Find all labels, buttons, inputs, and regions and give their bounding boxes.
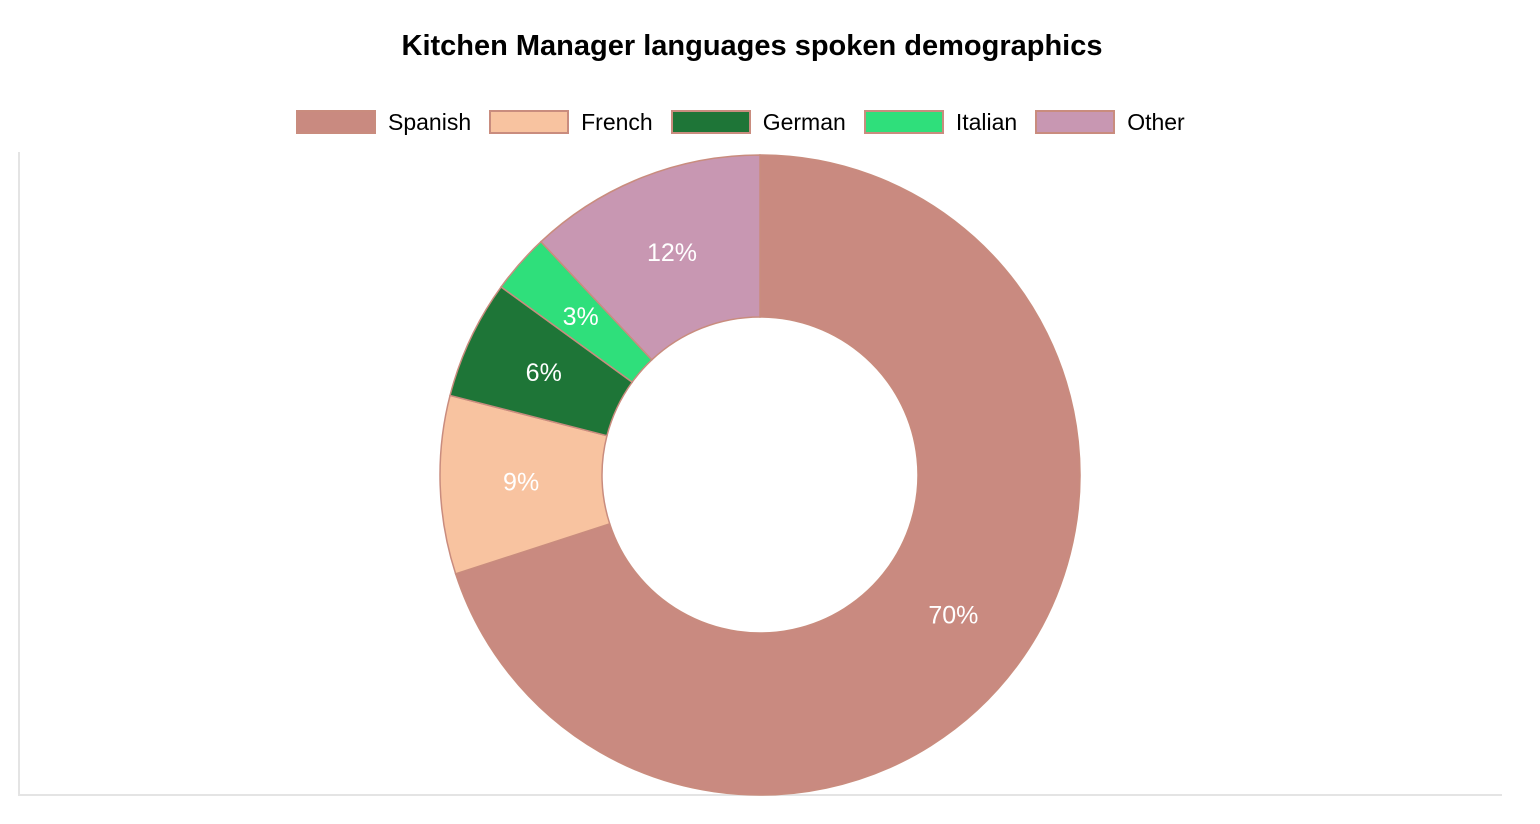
donut-slice-other[interactable] [539,154,761,361]
legend-item-german[interactable]: German [670,108,846,136]
legend-swatch-spanish [296,110,376,134]
donut-slice-spanish[interactable] [454,154,1081,796]
slice-label-french: 9% [503,469,539,497]
legend-item-other[interactable]: Other [1035,109,1185,136]
legend-swatch-italian [863,110,944,134]
slice-label-german: 6% [526,359,562,387]
legend-swatch-german [670,110,751,134]
slice-label-italian: 3% [563,303,599,331]
slice-label-spanish: 70% [928,601,978,629]
legend-item-italian[interactable]: Italian [863,108,1018,136]
legend-label-italian: Italian [955,108,1018,135]
legend-item-french[interactable]: French [489,109,653,136]
donut-labels: 70% 9% 6%3% 12% [503,239,978,630]
legend-label-spanish: Spanish [388,108,472,135]
chart-legend: Spanish French German Italian Other [296,108,1203,136]
legend-swatch-other [1035,110,1116,134]
slice-label-other: 12% [647,239,697,267]
legend-label-german: German [762,108,846,135]
donut-slices [439,154,1081,796]
legend-item-spanish[interactable]: Spanish [296,109,471,136]
legend-label-other: Other [1127,108,1185,135]
chart-title: Kitchen Manager languages spoken demogra… [401,30,1103,62]
legend-swatch-french [489,110,570,134]
legend-label-french: French [581,108,653,135]
